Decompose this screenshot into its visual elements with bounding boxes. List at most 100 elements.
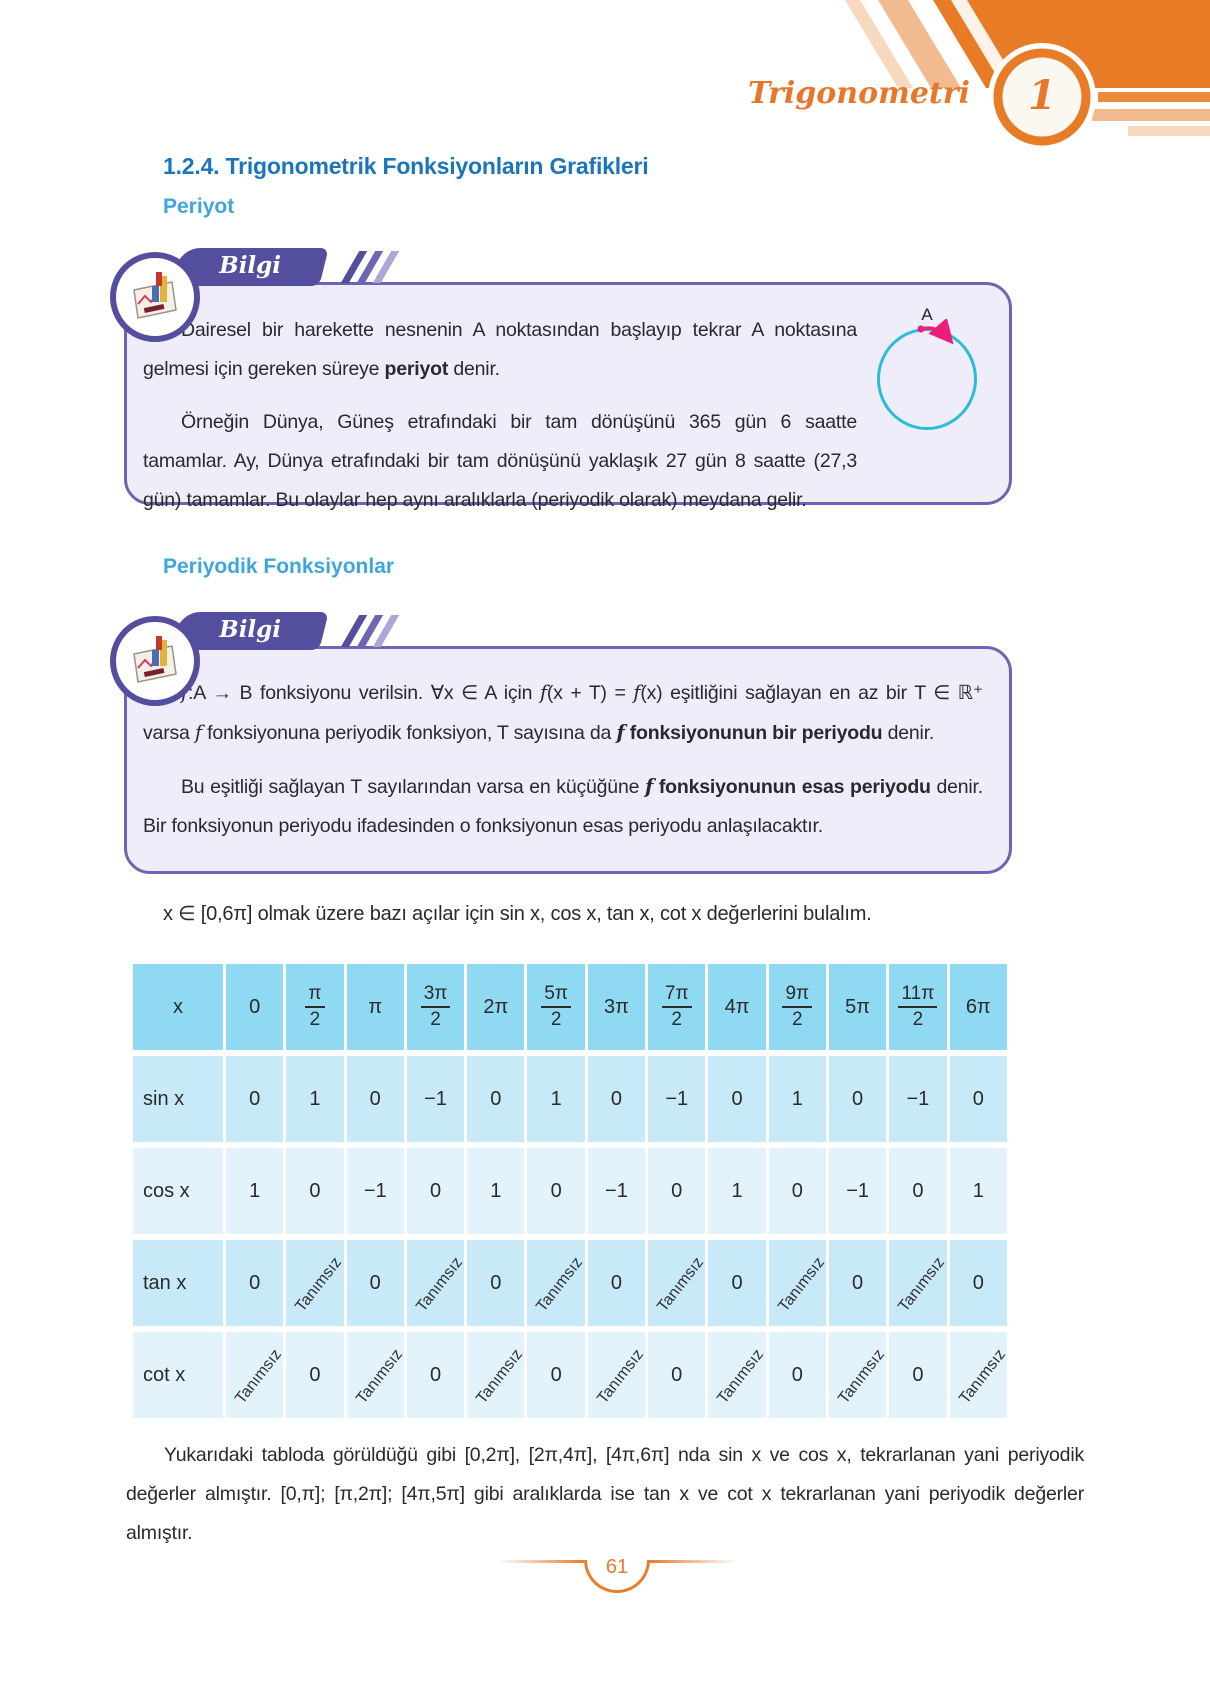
table-cell: 0 bbox=[286, 1148, 344, 1234]
bilgi-banner: Bilgi bbox=[171, 248, 400, 288]
table-cell: Tanımsız bbox=[768, 1240, 828, 1326]
table-cell: Tanımsız bbox=[648, 1240, 707, 1326]
table-cell: 0 bbox=[768, 1332, 826, 1418]
table-cell: Tanımsız bbox=[949, 1332, 1009, 1418]
table-cell: 0 bbox=[587, 1240, 646, 1326]
table-cell: 0 bbox=[708, 1056, 766, 1142]
text-segment: fonksiyonuna periyodik fonksiyon, T sayı… bbox=[201, 722, 617, 744]
table-cell: Tanımsız bbox=[708, 1332, 767, 1418]
text-segment: fonksiyonunun bir periyodu bbox=[624, 722, 883, 744]
table-cell: Tanımsız bbox=[286, 1240, 345, 1326]
text-segment: f bbox=[644, 775, 654, 798]
text-segment: f bbox=[539, 681, 547, 704]
bilgi-banner: Bilgi bbox=[171, 612, 400, 652]
closing-paragraph: Yukarıdaki tabloda görüldüğü gibi [0,2π]… bbox=[126, 1444, 1084, 1544]
table-cell: Tanımsız bbox=[587, 1332, 647, 1418]
page-number-notch: 61 bbox=[584, 1556, 650, 1593]
chapter-badge-ring bbox=[993, 48, 1091, 146]
table-cell: 0 bbox=[527, 1148, 585, 1234]
table-cell: Tanımsız bbox=[406, 1240, 466, 1326]
table-cell: −1 bbox=[406, 1056, 465, 1142]
table-cell: 0 bbox=[406, 1332, 465, 1418]
text-segment: :A → B fonksiyonu verilsin. ∀x ∈ A için bbox=[188, 682, 540, 704]
footer-line-right bbox=[650, 1560, 738, 1563]
table-cell: 1 bbox=[708, 1148, 766, 1234]
table-header-cell: 0 bbox=[226, 964, 284, 1050]
table-cell: Tanımsız bbox=[527, 1240, 587, 1326]
bilgi-label: Bilgi bbox=[219, 252, 282, 279]
banner-slashes bbox=[341, 615, 400, 652]
table-header-cell: 3π bbox=[587, 964, 646, 1050]
footer-line-left bbox=[496, 1560, 584, 1563]
text-segment: (x) eşitliğini sağlayan en az bir T ∈ ℝ⁺… bbox=[143, 682, 983, 744]
info-paragraph: Dairesel bir harekette nesnenin A noktas… bbox=[143, 311, 857, 389]
table-cell: −1 bbox=[648, 1056, 706, 1142]
table-cell: Tanımsız bbox=[467, 1332, 526, 1418]
table-header-cell: 7π 2 bbox=[648, 964, 706, 1050]
table-cell: 1 bbox=[949, 1148, 1007, 1234]
table-cell: 0 bbox=[346, 1056, 404, 1142]
table-cell: 0 bbox=[467, 1056, 525, 1142]
info-box-periyot: Dairesel bir harekette nesnenin A noktas… bbox=[124, 282, 1012, 511]
table-header-cell: 11π 2 bbox=[889, 964, 947, 1050]
banner-slashes bbox=[341, 251, 400, 288]
bar-chart-icon bbox=[133, 636, 177, 683]
text-segment: Dairesel bir harekette nesnenin A noktas… bbox=[143, 319, 857, 380]
table-header-cell: 4π bbox=[708, 964, 766, 1050]
table-cell: Tanımsız bbox=[828, 1332, 888, 1418]
rotation-arrow-icon bbox=[917, 319, 954, 345]
table-cell: 0 bbox=[949, 1240, 1007, 1326]
table-header-cell: 5π 2 bbox=[527, 964, 585, 1050]
table-cell: 0 bbox=[406, 1148, 465, 1234]
table-row-label: cot x bbox=[133, 1332, 223, 1418]
info-paragraph: Örneğin Dünya, Güneş etrafındaki bir tam… bbox=[143, 403, 857, 520]
text-segment: denir. Bir fonksiyonun periyodu ifadesin… bbox=[143, 776, 983, 837]
text-segment: denir. bbox=[882, 722, 935, 744]
table-row-label: cos x bbox=[133, 1148, 223, 1234]
table-cell: 0 bbox=[648, 1148, 706, 1234]
text-segment: periyot bbox=[384, 358, 449, 380]
bar-chart-icon bbox=[133, 272, 177, 319]
text-segment: Örneğin Dünya, Güneş etrafındaki bir tam… bbox=[143, 411, 857, 511]
table-cell: 0 bbox=[768, 1148, 826, 1234]
table-header-cell: x bbox=[133, 964, 223, 1050]
table-cell: 0 bbox=[828, 1056, 887, 1142]
table-cell: 0 bbox=[467, 1240, 525, 1326]
text-segment: f bbox=[616, 721, 625, 744]
table-cell: 1 bbox=[527, 1056, 585, 1142]
table-cell: 0 bbox=[527, 1332, 585, 1418]
table-header-cell: 9π 2 bbox=[768, 964, 826, 1050]
table-row-label: sin x bbox=[133, 1056, 223, 1142]
table-cell: −1 bbox=[587, 1148, 646, 1234]
table-cell: 0 bbox=[708, 1240, 766, 1326]
header-decoration bbox=[845, 0, 1210, 151]
table-row: cos x 1 0 −1 0 1 0 −1 0 1 0 −1 0 1 bbox=[133, 1148, 1007, 1234]
table-intro: x ∈ [0,6π] olmak üzere bazı açılar için … bbox=[163, 903, 872, 925]
trig-values-table: x 0 π 2 π 3π 2 2π 5π 2 3π 7π 2 4π 9π 2 5π 11π 2 6π sin x 0 1 0−… bbox=[130, 958, 1010, 1424]
table-header-cell: 5π bbox=[828, 964, 887, 1050]
text-segment: f bbox=[633, 681, 641, 704]
table-row: sin x 0 1 0 −1 0 1 0 −1 0 1 0 −1 0 bbox=[133, 1056, 1007, 1142]
table-cell: 1 bbox=[768, 1056, 826, 1142]
bilgi-chart-paper-icon bbox=[110, 252, 200, 342]
table-cell: 0 bbox=[889, 1148, 947, 1234]
subsection-title-periyodik-fonksiyonlar: Periyodik Fonksiyonlar bbox=[163, 555, 395, 578]
table-cell: 1 bbox=[286, 1056, 344, 1142]
table-header-cell: 2π bbox=[467, 964, 525, 1050]
table-row: cot x Tanımsız 0 Tanımsız 0 Tanımsız 0 Tanımsız… bbox=[133, 1332, 1009, 1418]
table-cell: −1 bbox=[346, 1148, 404, 1234]
bilgi-chart-paper-icon bbox=[110, 616, 200, 706]
table-row-label: tan x bbox=[133, 1240, 223, 1326]
info-paragraph: Bu eşitliği sağlayan T sayılarından vars… bbox=[143, 767, 983, 846]
info-paragraph: f:A → B fonksiyonu verilsin. ∀x ∈ A için… bbox=[143, 673, 983, 753]
table-cell: 0 bbox=[828, 1240, 887, 1326]
info-box-text: Dairesel bir harekette nesnenin A noktas… bbox=[127, 285, 861, 511]
footer-ornament: 61 bbox=[12, 1556, 1210, 1593]
table-header-cell: 3π 2 bbox=[406, 964, 465, 1050]
chapter-label: Trigonometri bbox=[747, 76, 970, 111]
diagram-point-label: A bbox=[921, 305, 933, 324]
info-box-periyodik-fonksiyon: f:A → B fonksiyonu verilsin. ∀x ∈ A için… bbox=[124, 646, 1012, 874]
table-header-cell: 6π bbox=[949, 964, 1007, 1050]
table-cell: 0 bbox=[286, 1332, 344, 1418]
table-cell: −1 bbox=[889, 1056, 947, 1142]
